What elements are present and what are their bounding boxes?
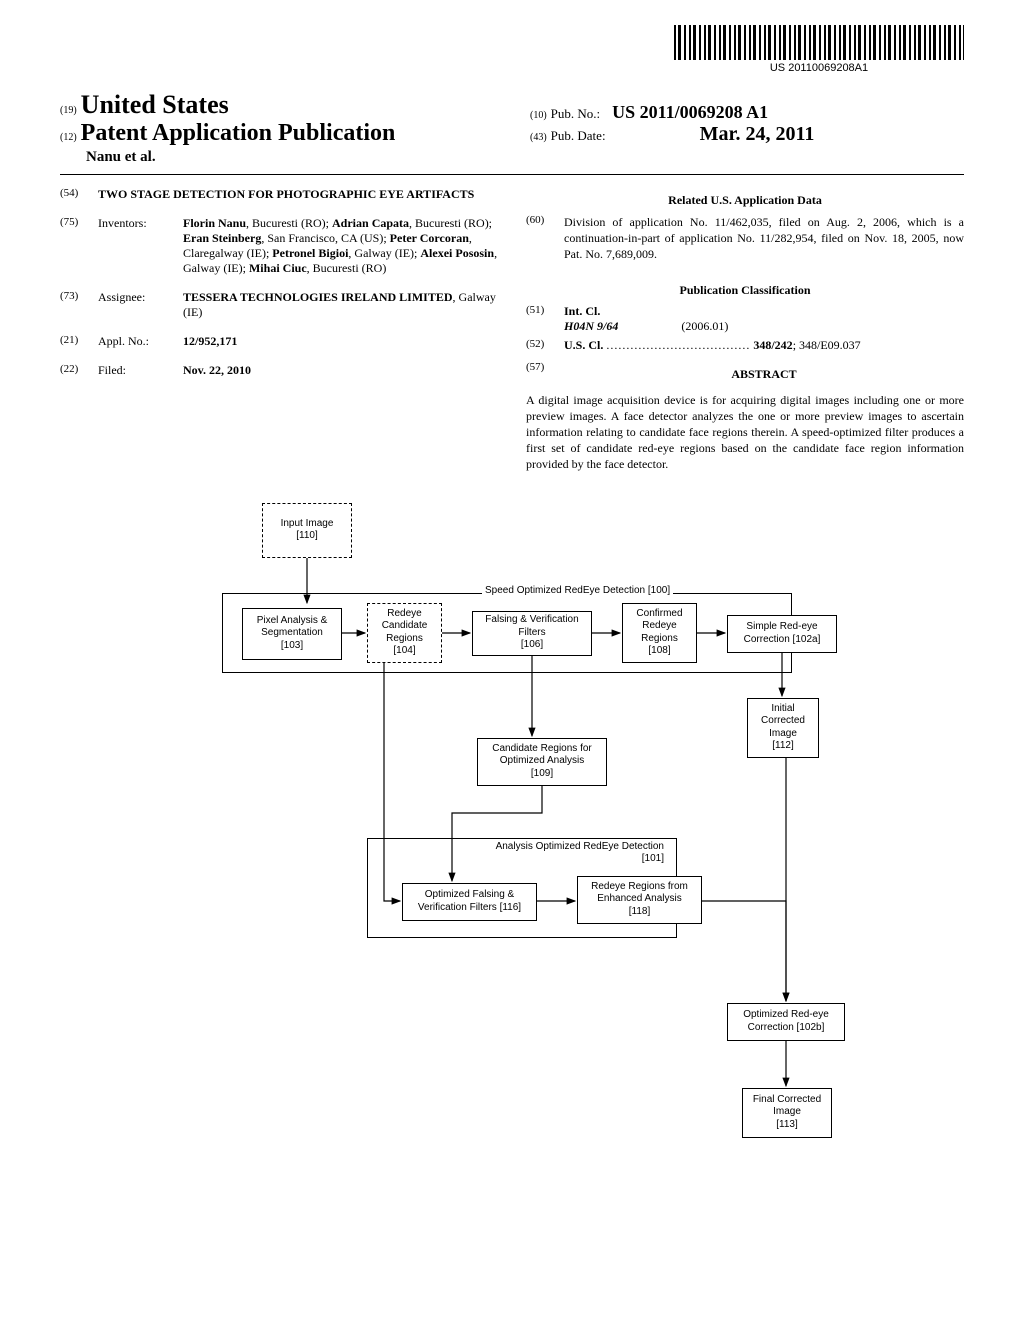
inventors-label: Inventors: — [98, 216, 183, 276]
filed-value: Nov. 22, 2010 — [183, 363, 498, 378]
uscl-extra: ; 348/E09.037 — [793, 338, 861, 352]
node-optimized-falsing: Optimized Falsing &Verification Filters … — [402, 883, 537, 921]
intcl-date: (2006.01) — [681, 319, 728, 333]
related-text: Division of application No. 11/462,035, … — [564, 214, 964, 263]
invention-title: TWO STAGE DETECTION FOR PHOTOGRAPHIC EYE… — [98, 187, 498, 202]
node-redeye-candidate: RedeyeCandidateRegions[104] — [367, 603, 442, 663]
field-uscl: (52) U.S. Cl. ..........................… — [526, 338, 964, 353]
pubclass-header: Publication Classification — [526, 283, 964, 298]
field-filed: (22) Filed: Nov. 22, 2010 — [60, 363, 498, 378]
node-confirmed-regions: ConfirmedRedeyeRegions[108] — [622, 603, 697, 663]
pub-date-label: Pub. Date: — [551, 128, 606, 143]
assignee-label: Assignee: — [98, 290, 183, 320]
pub-no: US 2011/0069208 A1 — [612, 102, 768, 122]
flowchart: Input Image[110] Speed Optimized RedEye … — [152, 503, 872, 1183]
node-falsing-filters: Falsing & VerificationFilters[106] — [472, 611, 592, 656]
related-header: Related U.S. Application Data — [526, 193, 964, 208]
right-column: Related U.S. Application Data (60) Divis… — [526, 187, 964, 473]
barcode-block: US 20110069208A1 — [674, 25, 964, 74]
code-43: (43) — [530, 132, 547, 143]
pub-date: Mar. 24, 2011 — [700, 123, 815, 145]
node-candidate-optimized: Candidate Regions forOptimized Analysis[… — [477, 738, 607, 786]
header: (19) United States (12) Patent Applicati… — [60, 90, 964, 166]
abstract-text: A digital image acquisition device is fo… — [526, 392, 964, 473]
field-applno: (21) Appl. No.: 12/952,171 — [60, 334, 498, 349]
uscl-label: U.S. Cl. — [564, 338, 603, 352]
country: United States — [81, 90, 229, 119]
field-assignee: (73) Assignee: TESSERA TECHNOLOGIES IREL… — [60, 290, 498, 320]
authors-line: Nanu et al. — [60, 149, 964, 166]
node-initial-image: InitialCorrectedImage[112] — [747, 698, 819, 758]
label-analysis-optimized: Analysis Optimized RedEye Detection[101] — [492, 841, 667, 865]
header-right: (10) Pub. No.: US 2011/0069208 A1 (43) P… — [530, 102, 814, 146]
intcl-code: H04N 9/64 — [564, 319, 618, 333]
node-final-image: Final CorrectedImage[113] — [742, 1088, 832, 1138]
code-57: (57) — [526, 361, 564, 388]
label-speed-optimized: Speed Optimized RedEye Detection [100] — [482, 585, 673, 596]
barcode-graphic — [674, 25, 964, 60]
code-75: (75) — [60, 216, 98, 276]
applno-value: 12/952,171 — [183, 334, 498, 349]
filed-label: Filed: — [98, 363, 183, 378]
publication-type: Patent Application Publication — [81, 120, 396, 146]
uscl-dots: .................................... — [606, 338, 750, 352]
code-73: (73) — [60, 290, 98, 320]
node-optimized-correction: Optimized Red-eyeCorrection [102b] — [727, 1003, 845, 1041]
abstract-header: ABSTRACT — [564, 367, 964, 382]
assignee-value: TESSERA TECHNOLOGIES IRELAND LIMITED, Ga… — [183, 290, 498, 320]
inventors-value: Florin Nanu, Bucuresti (RO); Adrian Capa… — [183, 216, 498, 276]
node-pixel-analysis: Pixel Analysis &Segmentation[103] — [242, 608, 342, 660]
barcode-text: US 20110069208A1 — [674, 62, 964, 74]
left-column: (54) TWO STAGE DETECTION FOR PHOTOGRAPHI… — [60, 187, 498, 473]
code-22: (22) — [60, 363, 98, 378]
uscl-value: 348/242 — [753, 338, 792, 352]
intcl-label: Int. Cl. — [564, 304, 964, 319]
applno-label: Appl. No.: — [98, 334, 183, 349]
node-enhanced-regions: Redeye Regions fromEnhanced Analysis[118… — [577, 876, 702, 924]
field-inventors: (75) Inventors: Florin Nanu, Bucuresti (… — [60, 216, 498, 276]
field-title: (54) TWO STAGE DETECTION FOR PHOTOGRAPHI… — [60, 187, 498, 202]
biblio-columns: (54) TWO STAGE DETECTION FOR PHOTOGRAPHI… — [60, 187, 964, 473]
code-60: (60) — [526, 214, 564, 273]
node-input-image: Input Image[110] — [262, 503, 352, 558]
field-intcl: (51) Int. Cl. H04N 9/64 (2006.01) — [526, 304, 964, 334]
field-abstract-hdr: (57) ABSTRACT — [526, 361, 964, 388]
field-related: (60) Division of application No. 11/462,… — [526, 214, 964, 273]
code-10: (10) — [530, 110, 547, 121]
code-12: (12) — [60, 132, 77, 143]
code-52: (52) — [526, 338, 564, 353]
node-simple-correction: Simple Red-eyeCorrection [102a] — [727, 615, 837, 653]
code-21: (21) — [60, 334, 98, 349]
header-rule — [60, 174, 964, 175]
code-19: (19) — [60, 105, 77, 116]
code-51: (51) — [526, 304, 564, 334]
code-54: (54) — [60, 187, 98, 202]
pub-no-label: Pub. No.: — [551, 106, 600, 121]
